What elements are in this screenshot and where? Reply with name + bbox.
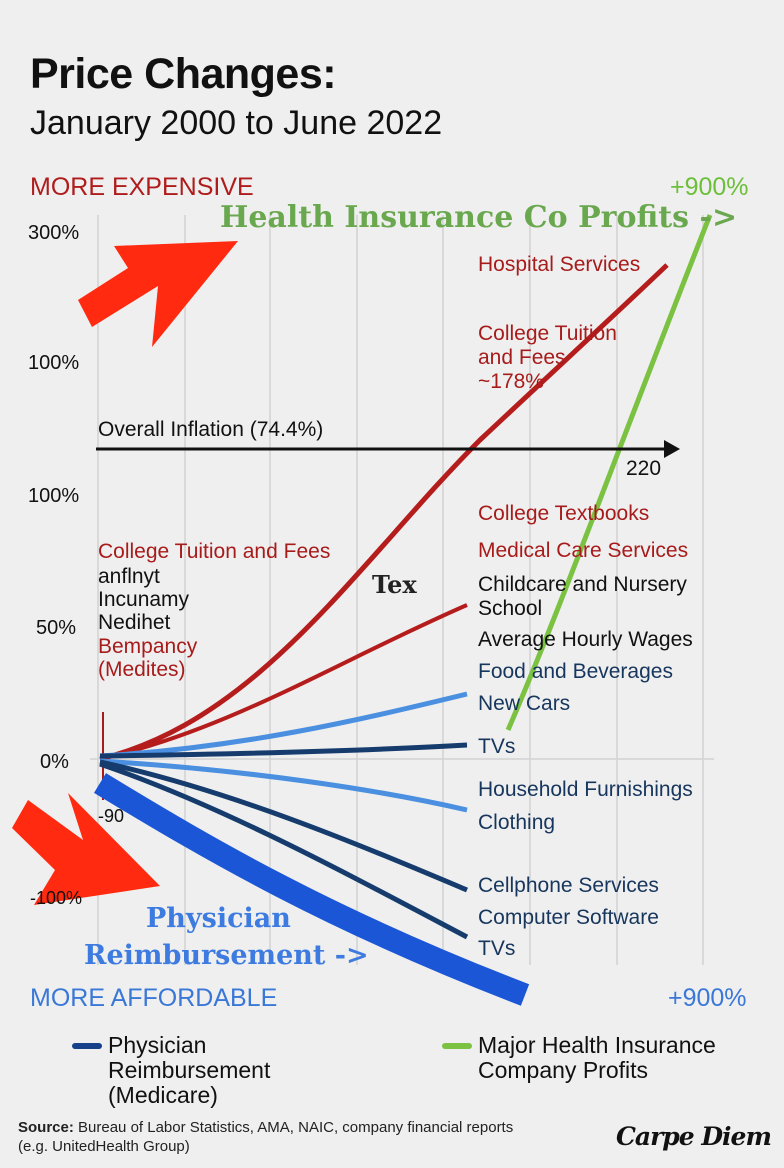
series-line-physician-reimbursement xyxy=(94,773,530,1006)
series-line-new-cars xyxy=(99,691,468,759)
y-tick-label: 0% xyxy=(40,751,69,773)
y-tick-label: 50% xyxy=(36,617,77,639)
right-label: Average Hourly Wages xyxy=(478,628,693,651)
left-label: Nedihet xyxy=(98,611,171,634)
source-label: Source: xyxy=(18,1119,74,1136)
series-line-hospital-services xyxy=(99,263,669,762)
right-label: Food and Beverages xyxy=(478,660,673,683)
health-insurance-annotation: Health Insurance Co Profits -> xyxy=(220,200,738,235)
gridlines xyxy=(90,215,714,965)
right-label: College Tuition xyxy=(478,322,617,345)
brand-logo: Carpe Diem xyxy=(616,1122,772,1151)
legend-label: Company Profits xyxy=(478,1057,649,1083)
right-label: TVs xyxy=(478,937,516,960)
right-label: College Textbooks xyxy=(478,502,650,525)
series-line-computer-software xyxy=(99,761,469,940)
right-label: School xyxy=(478,597,543,620)
y-tick-label: 300% xyxy=(28,222,80,244)
right-label: Childcare and Nursery xyxy=(478,573,687,596)
bottom-right-value: +900% xyxy=(668,984,747,1012)
inflation-arrow-head xyxy=(664,440,680,458)
legend-label: Reimbursement xyxy=(108,1057,271,1083)
y-tick-label: 100% xyxy=(28,352,80,374)
right-label: ~178% xyxy=(478,370,544,393)
right-label: Hospital Services xyxy=(478,253,641,276)
left-label: Bempancy xyxy=(98,635,198,658)
legend-label: (Medicare) xyxy=(108,1082,218,1108)
series-line-medical-care xyxy=(99,603,468,761)
y-tick-label: -100% xyxy=(30,888,83,908)
right-label: Medical Care Services xyxy=(478,539,689,562)
inflation-label: Overall Inflation (74.4%) xyxy=(98,418,324,441)
top-right-value: +900% xyxy=(670,173,749,201)
left-label: (Medites) xyxy=(98,658,186,681)
inflation-value-label: 220 xyxy=(626,457,662,480)
right-label: New Cars xyxy=(478,692,571,715)
source-text-2: (e.g. UnitedHealth Group) xyxy=(18,1138,190,1155)
page-title: Price Changes: xyxy=(30,50,337,98)
source-text: Bureau of Labor Statistics, AMA, NAIC, c… xyxy=(78,1119,514,1136)
physician-annotation-line1: Physician xyxy=(146,903,291,934)
series-line-household-furnishings xyxy=(99,758,468,813)
legend-swatch-physician xyxy=(72,1043,102,1049)
right-label: Household Furnishings xyxy=(478,778,693,801)
right-label: Computer Software xyxy=(478,906,659,929)
series-line-health-insurance-profits xyxy=(505,214,713,731)
legend-label: Major Health Insurance xyxy=(478,1032,716,1058)
right-label: Clothing xyxy=(478,811,556,834)
left-label: Incunamy xyxy=(98,588,190,611)
physician-annotation-line2: Reimbursement -> xyxy=(84,940,369,971)
more-affordable-label: MORE AFFORDABLE xyxy=(30,984,278,1012)
y-tick-label: -90 xyxy=(98,806,125,826)
arrow-up-right-icon xyxy=(78,241,238,347)
arrow-down-right-icon xyxy=(12,793,160,905)
source-note: Source: Bureau of Labor Statistics, AMA,… xyxy=(18,1118,513,1156)
right-label: and Fees xyxy=(478,346,566,369)
legend-swatch-profits xyxy=(442,1043,472,1049)
left-label: College Tuition and Fees xyxy=(98,540,331,563)
tex-annotation: Tex xyxy=(372,570,417,599)
series-line-cellphone-services xyxy=(99,759,468,893)
left-label: anflnyt xyxy=(98,565,160,588)
legend-label: Physician xyxy=(108,1032,207,1058)
more-expensive-label: MORE EXPENSIVE xyxy=(30,173,254,201)
page-subtitle: January 2000 to June 2022 xyxy=(30,104,443,142)
right-label: Cellphone Services xyxy=(478,874,659,897)
y-tick-label: 100% xyxy=(28,485,80,507)
series-line-tvs-top xyxy=(99,742,468,759)
right-label: TVs xyxy=(478,735,516,758)
